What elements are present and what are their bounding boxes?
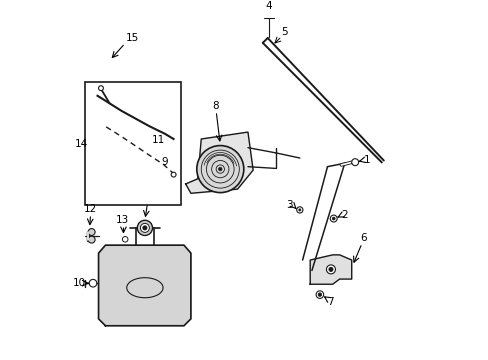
Circle shape <box>142 226 147 230</box>
Circle shape <box>171 172 176 177</box>
Text: 2: 2 <box>341 210 347 220</box>
Circle shape <box>99 86 103 91</box>
Text: 6: 6 <box>360 233 366 243</box>
Circle shape <box>218 167 222 171</box>
Circle shape <box>122 237 128 242</box>
Circle shape <box>89 279 97 287</box>
Circle shape <box>318 293 321 296</box>
Text: 8: 8 <box>211 101 218 111</box>
Text: 15: 15 <box>125 33 139 43</box>
Text: 11: 11 <box>151 135 164 145</box>
Circle shape <box>329 215 337 222</box>
Text: 1: 1 <box>363 155 370 165</box>
Circle shape <box>140 224 149 233</box>
Text: 9: 9 <box>162 157 168 167</box>
Circle shape <box>328 267 332 271</box>
Text: 5: 5 <box>281 27 287 37</box>
Text: 12: 12 <box>84 204 97 214</box>
Polygon shape <box>309 255 351 284</box>
Circle shape <box>351 159 358 166</box>
Circle shape <box>88 229 95 235</box>
Text: 7: 7 <box>326 297 333 307</box>
Polygon shape <box>185 132 253 193</box>
Circle shape <box>196 145 244 193</box>
Circle shape <box>88 236 95 243</box>
Circle shape <box>332 217 334 220</box>
Text: 4: 4 <box>265 1 271 11</box>
Circle shape <box>298 209 300 211</box>
Text: 13: 13 <box>116 215 129 225</box>
Text: 14: 14 <box>74 139 87 149</box>
Text: 10: 10 <box>73 278 85 288</box>
Circle shape <box>137 220 152 235</box>
Bar <box>85 82 180 205</box>
Circle shape <box>315 291 323 298</box>
Text: 3: 3 <box>285 200 292 210</box>
Polygon shape <box>99 245 190 326</box>
Circle shape <box>326 265 335 274</box>
Circle shape <box>296 207 303 213</box>
